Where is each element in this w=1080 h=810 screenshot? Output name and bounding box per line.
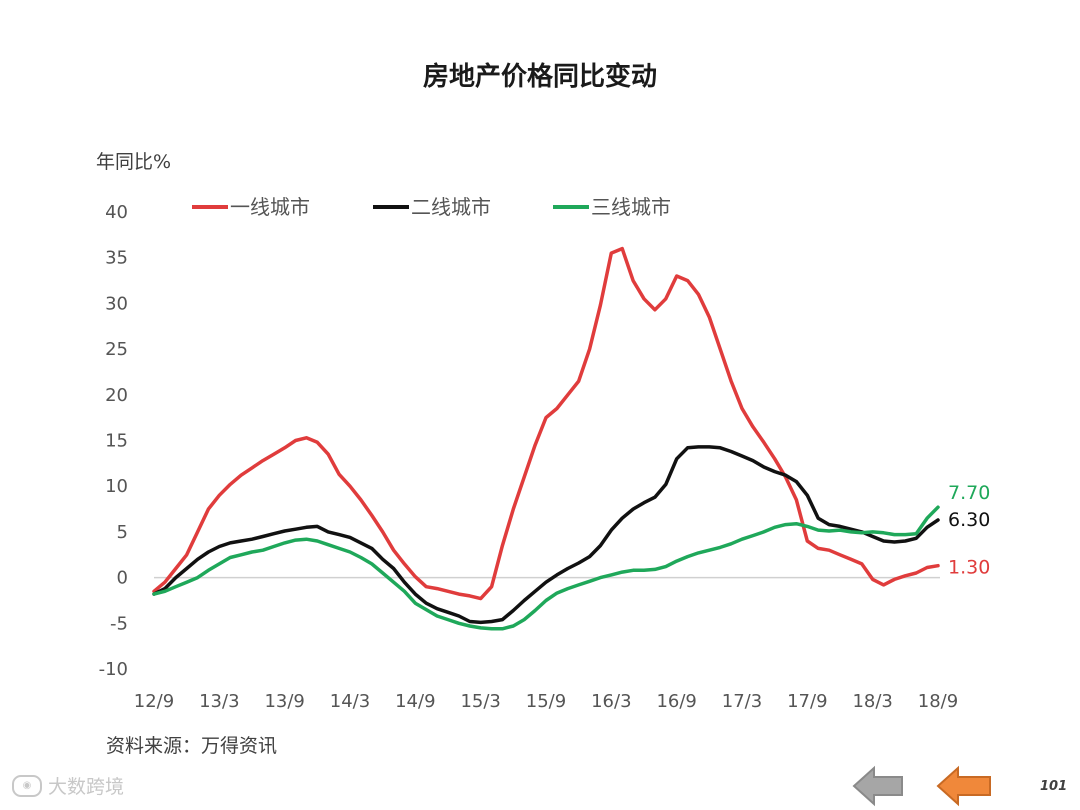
series-line: [152, 246, 940, 601]
legend-label: 一线城市: [230, 195, 310, 219]
y-tick-label: 35: [105, 248, 128, 269]
x-tick-label: 18/3: [852, 691, 892, 712]
series-end-label: 6.30: [948, 509, 990, 531]
series-line: [152, 445, 940, 625]
y-tick-label: 40: [105, 202, 128, 223]
watermark: ◉ 大数跨境: [12, 772, 124, 799]
x-tick-label: 13/3: [199, 691, 239, 712]
series-end-label: 1.30: [948, 557, 990, 579]
x-tick-label: 18/9: [918, 691, 958, 712]
source-note: 资料来源：万得资讯: [106, 735, 278, 757]
y-axis-label: 年同比%: [96, 151, 172, 173]
x-tick-label: 15/3: [460, 691, 500, 712]
x-tick-label: 16/3: [591, 691, 631, 712]
watermark-text: 大数跨境: [48, 776, 125, 798]
legend-label: 三线城市: [591, 195, 671, 219]
x-tick-label: 14/9: [395, 691, 435, 712]
page-number: 101: [1040, 779, 1068, 794]
chart-title: 房地产价格同比变动: [422, 62, 657, 92]
y-tick-label: 0: [117, 568, 128, 589]
previous-page-button[interactable]: [850, 764, 910, 808]
y-tick-label: 5: [117, 522, 128, 543]
y-tick-label: -10: [99, 659, 128, 680]
y-tick-label: 30: [105, 293, 128, 314]
x-tick-label: 14/3: [330, 691, 370, 712]
watermark-logo-icon: ◉: [12, 774, 42, 797]
x-tick-label: 13/9: [264, 691, 304, 712]
series-line: [152, 505, 940, 631]
x-tick-label: 12/9: [134, 691, 174, 712]
series-end-label: 7.70: [948, 482, 990, 504]
legend-label: 二线城市: [411, 195, 491, 219]
y-tick-label: -5: [110, 613, 128, 634]
y-tick-label: 25: [105, 339, 128, 360]
arrow-left-icon: [852, 765, 903, 807]
y-tick-label: 10: [105, 476, 128, 497]
x-tick-label: 17/3: [722, 691, 762, 712]
arrow-left-icon: [936, 765, 991, 807]
x-tick-label: 16/9: [656, 691, 696, 712]
x-tick-label: 15/9: [526, 691, 566, 712]
x-tick-label: 17/9: [787, 691, 827, 712]
y-tick-label: 20: [105, 385, 128, 406]
next-page-button[interactable]: [934, 764, 994, 808]
y-tick-label: 15: [105, 431, 128, 452]
